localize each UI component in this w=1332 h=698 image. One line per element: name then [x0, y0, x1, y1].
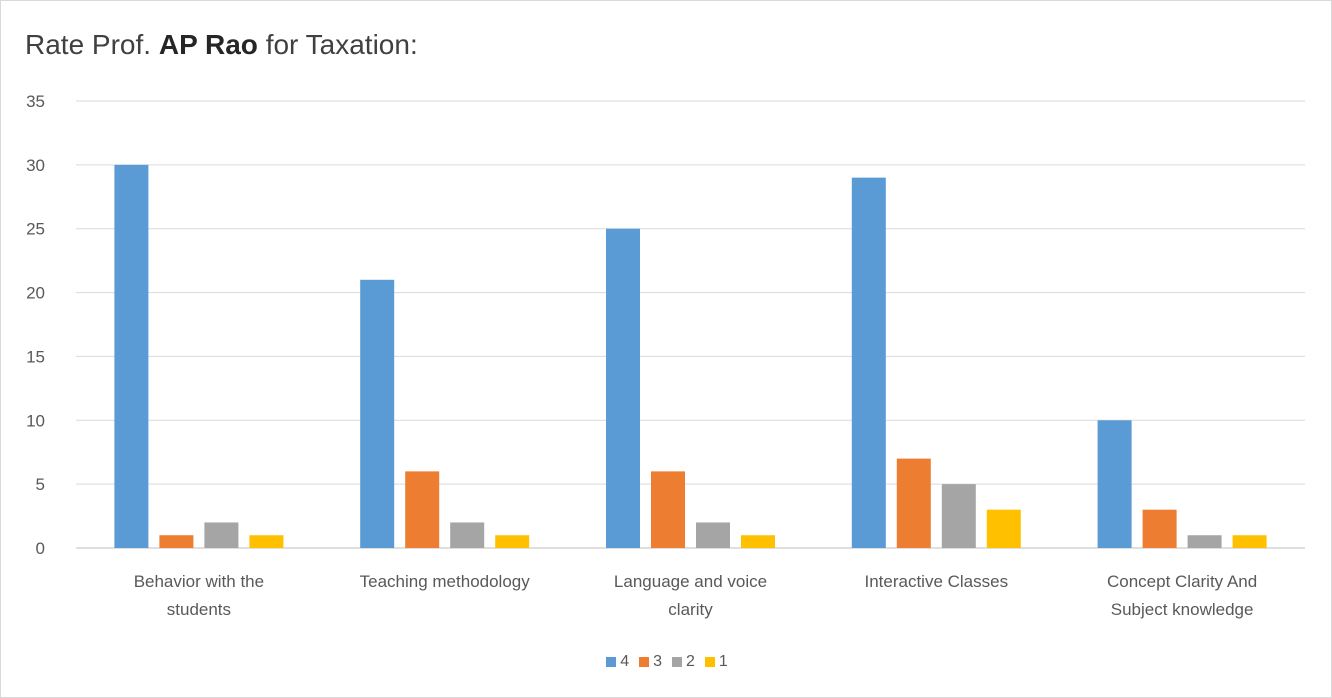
bar	[741, 535, 775, 548]
legend-swatch	[704, 657, 715, 667]
legend-item: 2	[672, 653, 695, 671]
chart-title: Rate Prof. AP Rao for Taxation:	[25, 29, 418, 61]
x-category-label: Language and voice	[614, 572, 767, 591]
bar	[986, 509, 1021, 548]
legend-swatch	[639, 657, 650, 667]
bar	[851, 177, 886, 548]
y-tick-label: 20	[26, 284, 45, 303]
bar	[1187, 535, 1222, 548]
bar	[651, 471, 685, 548]
bar	[204, 522, 239, 548]
bar	[114, 164, 149, 548]
y-tick-label: 25	[26, 220, 45, 239]
bar	[450, 522, 485, 548]
legend-swatch	[672, 657, 682, 667]
bar	[405, 471, 440, 548]
legend-swatch	[606, 657, 617, 667]
bar-chart-plot: 0 5 10 15 20 25 30 35 Behavior with the students T…	[26, 92, 1305, 619]
chart-title-suffix: for Taxation:	[257, 29, 418, 60]
chart-title-name: AP Rao	[158, 29, 258, 60]
x-category-label: clarity	[668, 600, 713, 619]
chart-legend: 4 3 2 1	[1, 653, 1332, 671]
bar	[1142, 509, 1177, 548]
x-category-label: Teaching methodology	[360, 572, 531, 591]
bar	[249, 535, 284, 548]
x-category-label: Behavior with the	[134, 572, 264, 591]
y-tick-label: 35	[26, 92, 45, 111]
x-category-label: Subject knowledge	[1111, 600, 1254, 619]
legend-label: 1	[718, 653, 728, 670]
y-tick-label: 0	[36, 539, 45, 558]
legend-label: 3	[653, 653, 662, 670]
y-tick-label: 10	[26, 411, 45, 430]
bar	[360, 279, 395, 548]
x-category-label: students	[167, 600, 231, 619]
bar	[606, 228, 640, 548]
bar	[696, 522, 730, 548]
y-tick-label: 30	[26, 156, 45, 175]
bar	[941, 484, 976, 548]
chart-title-prefix: Rate Prof.	[25, 29, 159, 60]
bar	[1097, 420, 1132, 548]
legend-item: 3	[639, 653, 662, 671]
bar	[896, 458, 931, 548]
legend-item: 4	[606, 653, 629, 671]
y-tick-label: 15	[26, 347, 45, 366]
x-category-label: Interactive Classes	[864, 572, 1008, 591]
legend-label: 4	[620, 653, 630, 670]
legend-item: 1	[704, 653, 728, 671]
x-category-label: Concept Clarity And	[1107, 572, 1257, 591]
bar	[159, 535, 194, 548]
bar	[495, 535, 530, 548]
bar	[1232, 535, 1267, 548]
y-tick-label: 5	[36, 475, 45, 494]
legend-label: 2	[686, 653, 695, 670]
